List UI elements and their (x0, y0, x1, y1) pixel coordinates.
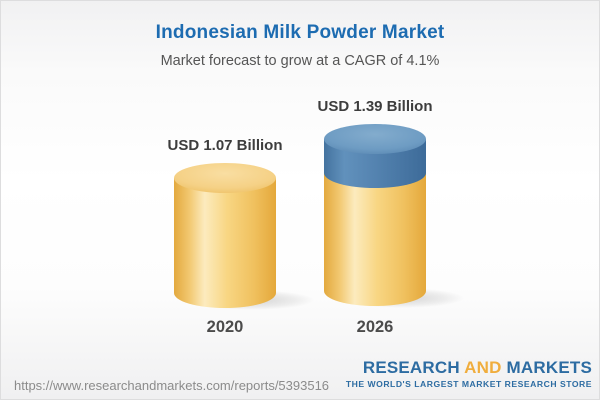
value-label-2020: USD 1.07 Billion (167, 137, 283, 154)
page-subtitle: Market forecast to grow at a CAGR of 4.1… (160, 53, 440, 69)
category-label-2026: 2026 (356, 318, 394, 336)
page-title: Indonesian Milk Powder Market (155, 22, 445, 43)
value-label-2026: USD 1.39 Billion (317, 98, 433, 115)
cylinder-bar-2020 (174, 163, 276, 308)
research-and-markets-logo: RESEARCH AND MARKETS THE WORLD'S LARGEST… (346, 358, 592, 389)
report-url: https://www.researchandmarkets.com/repor… (14, 378, 330, 393)
cylinder-bar-2026 (324, 124, 426, 306)
logo-tagline: THE WORLD'S LARGEST MARKET RESEARCH STOR… (345, 379, 592, 389)
chart-header: Indonesian Milk Powder Market Market for… (1, 1, 599, 69)
category-label-2020: 2020 (206, 318, 244, 336)
logo-word-research: RESEARCH (362, 358, 460, 377)
logo-wordmark: RESEARCH AND MARKETS (346, 358, 592, 378)
logo-word-and: AND (464, 358, 502, 377)
logo-word-markets: MARKETS (506, 358, 592, 377)
